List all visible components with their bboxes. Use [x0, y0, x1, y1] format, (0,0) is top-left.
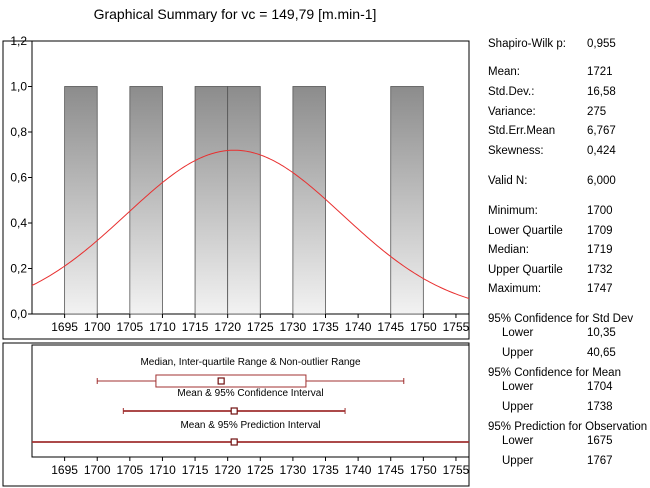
box-panel: Median, Inter-quartile Range & Non-outli…: [2, 342, 470, 487]
stat-label: Upper: [502, 455, 534, 467]
histogram-bar: [292, 86, 326, 315]
stat-value: 6,767: [587, 125, 616, 137]
stat-value: 1675: [587, 435, 613, 447]
x-tick-label: 1695: [51, 463, 78, 477]
stat-label: Maximum:: [488, 283, 542, 295]
stat-label: Valid N:: [488, 175, 528, 187]
x-tick-label: 1750: [410, 320, 437, 334]
stat-label: Lower Quartile: [488, 225, 563, 237]
y-tick-label: 0,0: [10, 307, 27, 321]
stat-value: 1700: [587, 205, 613, 217]
stat-value: 1709: [587, 225, 613, 237]
box-plot-area: [31, 344, 470, 458]
center-marker: [217, 377, 225, 385]
x-tick-label: 1735: [312, 320, 339, 334]
stat-value: 16,58: [587, 86, 616, 98]
histogram-bar: [390, 86, 424, 315]
y-tick-label: 1,0: [10, 80, 27, 94]
x-tick-label: 1740: [345, 320, 372, 334]
iqr-box: [155, 374, 307, 388]
x-tick-label: 1705: [116, 463, 143, 477]
histogram-bar: [194, 86, 229, 315]
x-tick-label: 1710: [149, 320, 176, 334]
x-tick-label: 1710: [149, 463, 176, 477]
stat-value: 1721: [587, 66, 613, 78]
x-tick-label: 1720: [214, 463, 241, 477]
stat-value: 0,424: [587, 145, 616, 157]
stat-value: 1704: [587, 381, 613, 393]
stat-label: Variance:: [488, 106, 536, 118]
histogram-bar: [64, 86, 98, 315]
stat-value: 6,000: [587, 175, 616, 187]
stat-label: Std.Err.Mean: [488, 125, 556, 137]
x-tick-label: 1750: [410, 463, 437, 477]
y-tick-label: 0,4: [10, 216, 27, 230]
stat-label: Median:: [488, 244, 529, 256]
normal-curve: [31, 149, 470, 299]
x-tick-label: 1700: [84, 320, 111, 334]
center-marker: [230, 407, 238, 415]
stat-label: Upper: [502, 347, 534, 359]
x-tick-label: 1725: [247, 320, 274, 334]
histogram-bar: [129, 86, 163, 315]
stat-label: Upper: [502, 401, 534, 413]
stat-label: Minimum:: [488, 205, 538, 217]
x-tick-label: 1745: [377, 320, 404, 334]
stat-value: 0,955: [587, 38, 616, 50]
stat-label: 95% Confidence for Mean: [488, 367, 621, 379]
stat-value: 10,35: [587, 327, 616, 339]
x-tick-label: 1730: [280, 320, 307, 334]
x-tick-label: 1715: [182, 463, 209, 477]
stat-label: Mean:: [488, 66, 520, 78]
x-tick-label: 1755: [443, 320, 470, 334]
center-marker: [230, 438, 238, 446]
x-tick-label: 1695: [51, 320, 78, 334]
stat-label: Shapiro-Wilk p:: [488, 38, 566, 50]
x-tick-label: 1740: [345, 463, 372, 477]
x-tick-label: 1725: [247, 463, 274, 477]
stat-value: 1767: [587, 455, 613, 467]
stat-label: Lower: [502, 381, 534, 393]
histogram-bar: [227, 86, 261, 315]
stat-label: Skewness:: [488, 145, 544, 157]
stat-label: Std.Dev.:: [488, 86, 535, 98]
box-row-label: Mean & 95% Prediction Interval: [180, 420, 320, 431]
x-tick-label: 1705: [116, 320, 143, 334]
x-tick-label: 1700: [84, 463, 111, 477]
y-tick-label: 0,6: [10, 171, 27, 185]
stat-value: 1719: [587, 244, 613, 256]
stat-value: 1738: [587, 401, 613, 413]
chart-area: 0,0 0,2 0,4 0,6 0,8 1,0 1,2 1695 1700 1705 1710 171…: [2, 34, 470, 487]
stat-label: Lower: [502, 435, 534, 447]
x-tick-label: 1745: [377, 463, 404, 477]
chart-title: Graphical Summary for vc = 149,79 [m.min…: [93, 6, 377, 22]
stat-value: 275: [587, 106, 607, 118]
histogram-panel: 0,0 0,2 0,4 0,6 0,8 1,0 1,2 1695 1700 1705 1710 171…: [2, 34, 470, 340]
box-row-label: Mean & 95% Confidence Interval: [177, 388, 323, 399]
stat-label: 95% Prediction for Observation: [488, 421, 648, 433]
y-tick-label: 0,2: [10, 262, 27, 276]
x-tick-label: 1735: [312, 463, 339, 477]
stat-label: Lower: [502, 327, 534, 339]
box-row-label: Median, Inter-quartile Range & Non-outli…: [140, 357, 361, 368]
x-tick-label: 1720: [214, 320, 241, 334]
stat-value: 40,65: [587, 347, 616, 359]
y-tick-label: 1,2: [10, 34, 27, 48]
stat-value: 1732: [587, 264, 613, 276]
x-tick-label: 1755: [443, 463, 470, 477]
stat-label: 95% Confidence for Std Dev: [488, 313, 634, 325]
stat-label: Upper Quartile: [488, 264, 563, 276]
x-tick-label: 1730: [280, 463, 307, 477]
stat-value: 1747: [587, 283, 613, 295]
y-tick-label: 0,8: [10, 125, 27, 139]
x-tick-label: 1715: [182, 320, 209, 334]
